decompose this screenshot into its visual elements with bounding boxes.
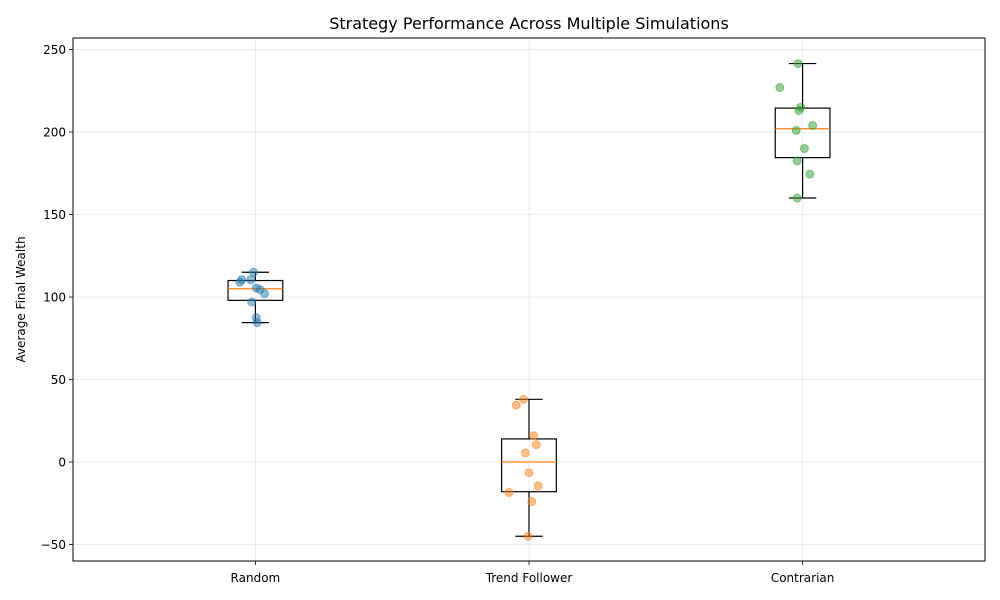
y-tick-label: 50 (51, 373, 66, 387)
data-point (792, 156, 802, 166)
data-point (511, 400, 521, 410)
points-contrarian (775, 59, 818, 203)
data-point (533, 481, 543, 491)
data-point (529, 431, 539, 441)
data-point (792, 193, 802, 203)
data-point (791, 125, 801, 135)
x-tick-label: Random (231, 571, 281, 585)
data-point (799, 144, 809, 154)
data-point (531, 440, 541, 450)
y-tick-label: 200 (43, 126, 66, 140)
data-point (523, 531, 533, 541)
y-tick-label: 150 (43, 208, 66, 222)
scatter-points (235, 59, 818, 541)
y-tick-label: −50 (41, 538, 66, 552)
data-point (249, 267, 259, 277)
axis-ticks: −50 0 50 100 150 200 250 Random Trend Follower Co… (41, 43, 835, 585)
data-point (520, 448, 530, 458)
data-point (237, 275, 247, 285)
y-tick-label: 250 (43, 43, 66, 57)
y-axis-label: Average Final Wealth (14, 236, 28, 362)
data-point (794, 106, 804, 116)
data-point (805, 169, 815, 179)
points-trend-follower (504, 394, 543, 541)
data-point (260, 289, 270, 299)
x-tick-label: Trend Follower (485, 571, 573, 585)
x-tick-label: Contrarian (771, 571, 835, 585)
data-point (793, 59, 803, 69)
data-point (246, 275, 256, 285)
data-point (775, 82, 785, 92)
chart-title: Strategy Performance Across Multiple Sim… (329, 14, 729, 33)
data-point (808, 120, 818, 130)
y-tick-label: 100 (43, 291, 66, 305)
data-point (524, 468, 534, 478)
y-tick-label: 0 (58, 456, 66, 470)
iqr-box (501, 438, 557, 493)
data-point (519, 394, 529, 404)
data-point (247, 297, 257, 307)
data-point (504, 488, 514, 498)
grid-lines (73, 38, 985, 561)
data-point (252, 318, 262, 328)
points-random (235, 267, 270, 328)
data-point (527, 497, 537, 507)
